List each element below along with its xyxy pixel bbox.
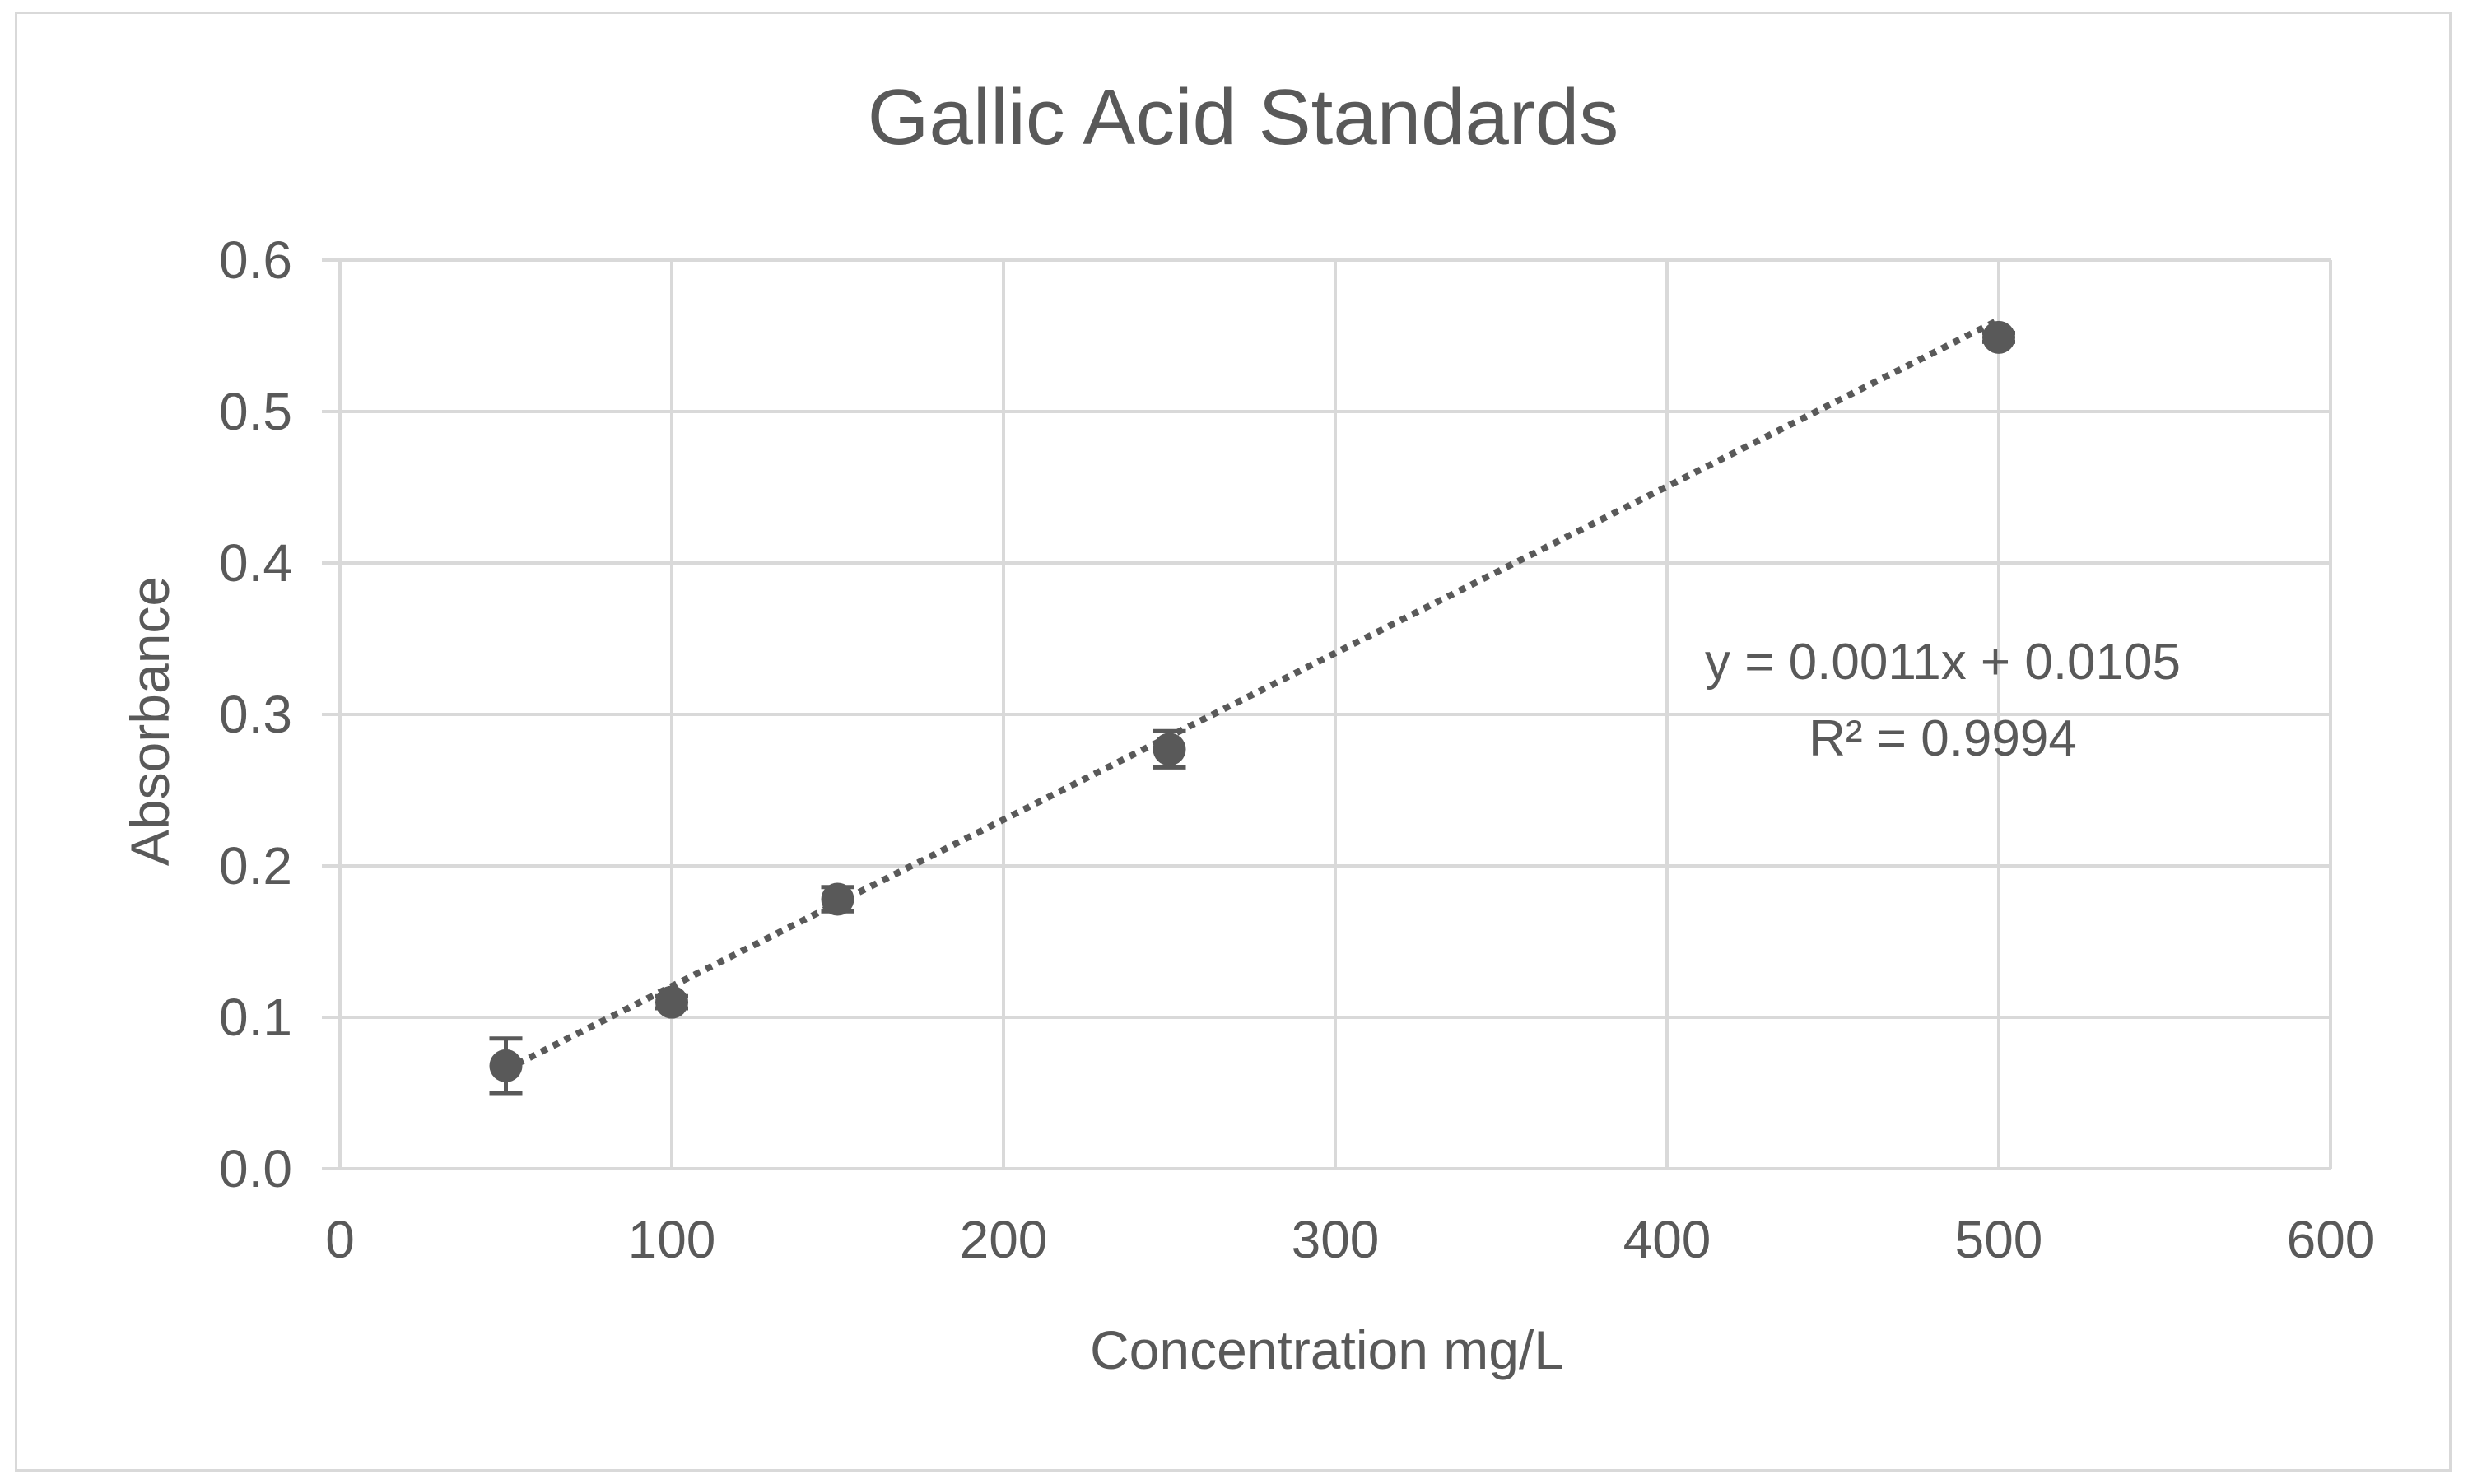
data-marker — [655, 985, 688, 1019]
data-marker — [1153, 733, 1186, 766]
data-marker — [489, 1049, 523, 1082]
y-tick-label: 0.1 — [219, 988, 292, 1047]
data-point — [655, 985, 688, 1019]
data-point — [821, 882, 854, 916]
x-tick-label: 500 — [1955, 1210, 2043, 1269]
y-tick-label: 0.0 — [219, 1139, 292, 1198]
trendline-r-squared: R² = 0.9994 — [1809, 710, 2077, 767]
x-tick-label: 0 — [325, 1210, 355, 1269]
x-tick-label: 600 — [2287, 1210, 2375, 1269]
data-point — [1153, 728, 1186, 770]
y-tick-label: 0.6 — [219, 230, 292, 290]
x-tick-label: 100 — [628, 1210, 716, 1269]
y-axis-title: Absorbance — [119, 576, 180, 866]
y-tick-label: 0.4 — [219, 533, 292, 593]
data-marker — [821, 882, 854, 916]
chart-frame — [15, 12, 2452, 1472]
y-tick-label: 0.3 — [219, 685, 292, 744]
trendline-group — [504, 317, 2000, 1073]
data-point — [489, 1036, 523, 1096]
axes — [322, 258, 2331, 1170]
x-tick-label: 400 — [1623, 1210, 1711, 1269]
data-points — [489, 320, 2015, 1096]
y-tick-label: 0.2 — [219, 836, 292, 896]
x-tick-labels: 0 100 200 300 400 500 600 — [325, 1210, 2374, 1269]
x-axis-title: Concentration mg/L — [1090, 1319, 1564, 1380]
data-point — [1982, 320, 2015, 354]
x-tick-label: 300 — [1292, 1210, 1380, 1269]
chart-title: Gallic Acid Standards — [868, 73, 1618, 161]
trendline-equation: y = 0.0011x + 0.0105 — [1705, 634, 2181, 691]
data-marker — [1982, 320, 2015, 354]
trendline — [504, 317, 2000, 1073]
y-tick-labels: 0.0 0.1 0.2 0.3 0.4 0.5 0.6 — [219, 230, 292, 1198]
x-tick-label: 200 — [960, 1210, 1048, 1269]
y-tick-label: 0.5 — [219, 382, 292, 441]
